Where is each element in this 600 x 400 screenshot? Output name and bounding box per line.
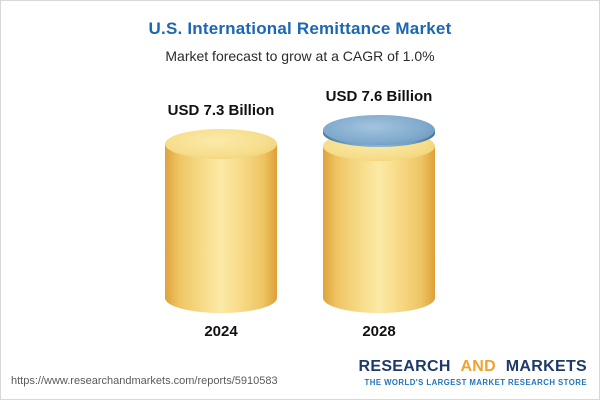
- research-and-markets-logo: RESEARCH AND MARKETS THE WORLD'S LARGEST…: [359, 358, 588, 387]
- logo-word-research: RESEARCH: [358, 358, 451, 375]
- growth-cap-top-ellipse: [323, 115, 435, 145]
- footer: https://www.researchandmarkets.com/repor…: [1, 350, 599, 399]
- cylinder-bar-2024: [165, 129, 277, 313]
- chart-subtitle: Market forecast to grow at a CAGR of 1.0…: [165, 48, 435, 64]
- chart-header: U.S. International Remittance Market Mar…: [1, 1, 599, 64]
- bar-group-2028: USD 7.6 Billion 2028: [323, 88, 435, 340]
- logo-word-markets: MARKETS: [505, 358, 587, 375]
- value-label-2028: USD 7.6 Billion: [325, 88, 433, 105]
- value-label-2024: USD 7.3 Billion: [167, 102, 275, 119]
- source-url: https://www.researchandmarkets.com/repor…: [11, 375, 278, 387]
- cylinder-bar-chart: USD 7.3 Billion 2024 USD 7.6 Billion 202…: [1, 88, 599, 340]
- bar-group-2024: USD 7.3 Billion 2024: [165, 102, 277, 340]
- page-title: U.S. International Remittance Market: [148, 19, 452, 38]
- logo-word-and: AND: [460, 358, 497, 375]
- category-label-2024: 2024: [204, 323, 238, 340]
- cylinder-top-ellipse: [165, 129, 277, 159]
- cylinder-body: [323, 146, 435, 313]
- category-label-2028: 2028: [362, 323, 396, 340]
- cylinder-body: [165, 144, 277, 313]
- logo-tagline: THE WORLD'S LARGEST MARKET RESEARCH STOR…: [364, 378, 587, 387]
- logo-wordmark: RESEARCH AND MARKETS: [359, 358, 588, 376]
- cylinder-bar-2028: [323, 115, 435, 313]
